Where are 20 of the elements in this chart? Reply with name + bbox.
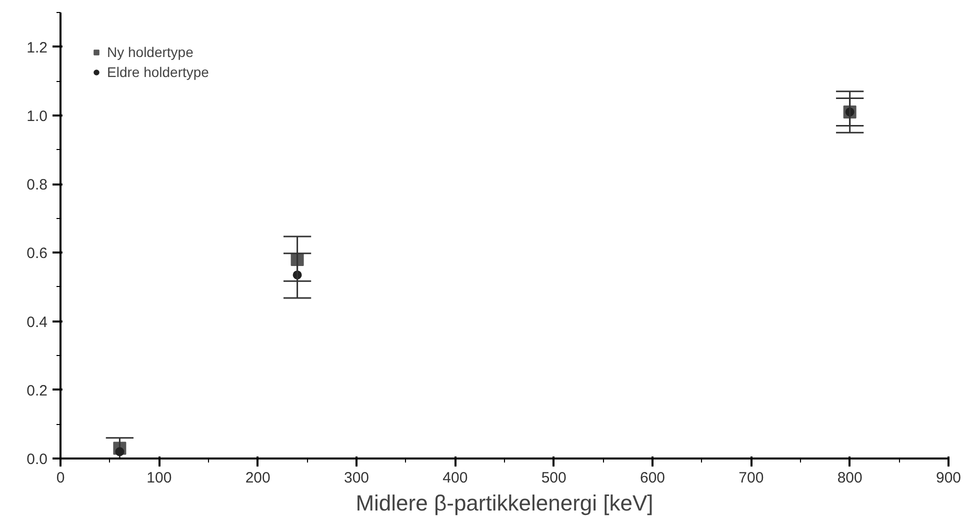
y-tick-label: 0.8	[26, 176, 48, 194]
x-axis-title: Midlere β-partikkelenergi [keV]	[356, 490, 654, 516]
legend-label: Eldre holdertype	[107, 64, 209, 80]
x-tick-label: 100	[146, 470, 172, 486]
y-tick-label: 1.2	[26, 39, 48, 56]
y-tick-label: 1.0	[26, 108, 48, 125]
y-tick-label: 0.2	[26, 382, 48, 400]
x-tick-label: 0	[56, 470, 65, 486]
legend-label: Ny holdertype	[107, 44, 194, 60]
y-tick-label: 0.0	[26, 451, 48, 468]
x-tick-label: 600	[640, 470, 666, 486]
y-tick-label: 0.6	[26, 245, 48, 262]
x-tick-label: 400	[442, 470, 468, 486]
x-tick-label: 200	[245, 470, 270, 486]
x-tick-label: 700	[738, 470, 764, 486]
y-tick-label: 0.4	[26, 314, 48, 331]
x-tick-label: 300	[344, 470, 370, 486]
x-tick-label: 800	[837, 470, 862, 486]
x-tick-label: 900	[936, 470, 962, 486]
x-tick-label: 500	[541, 470, 566, 486]
